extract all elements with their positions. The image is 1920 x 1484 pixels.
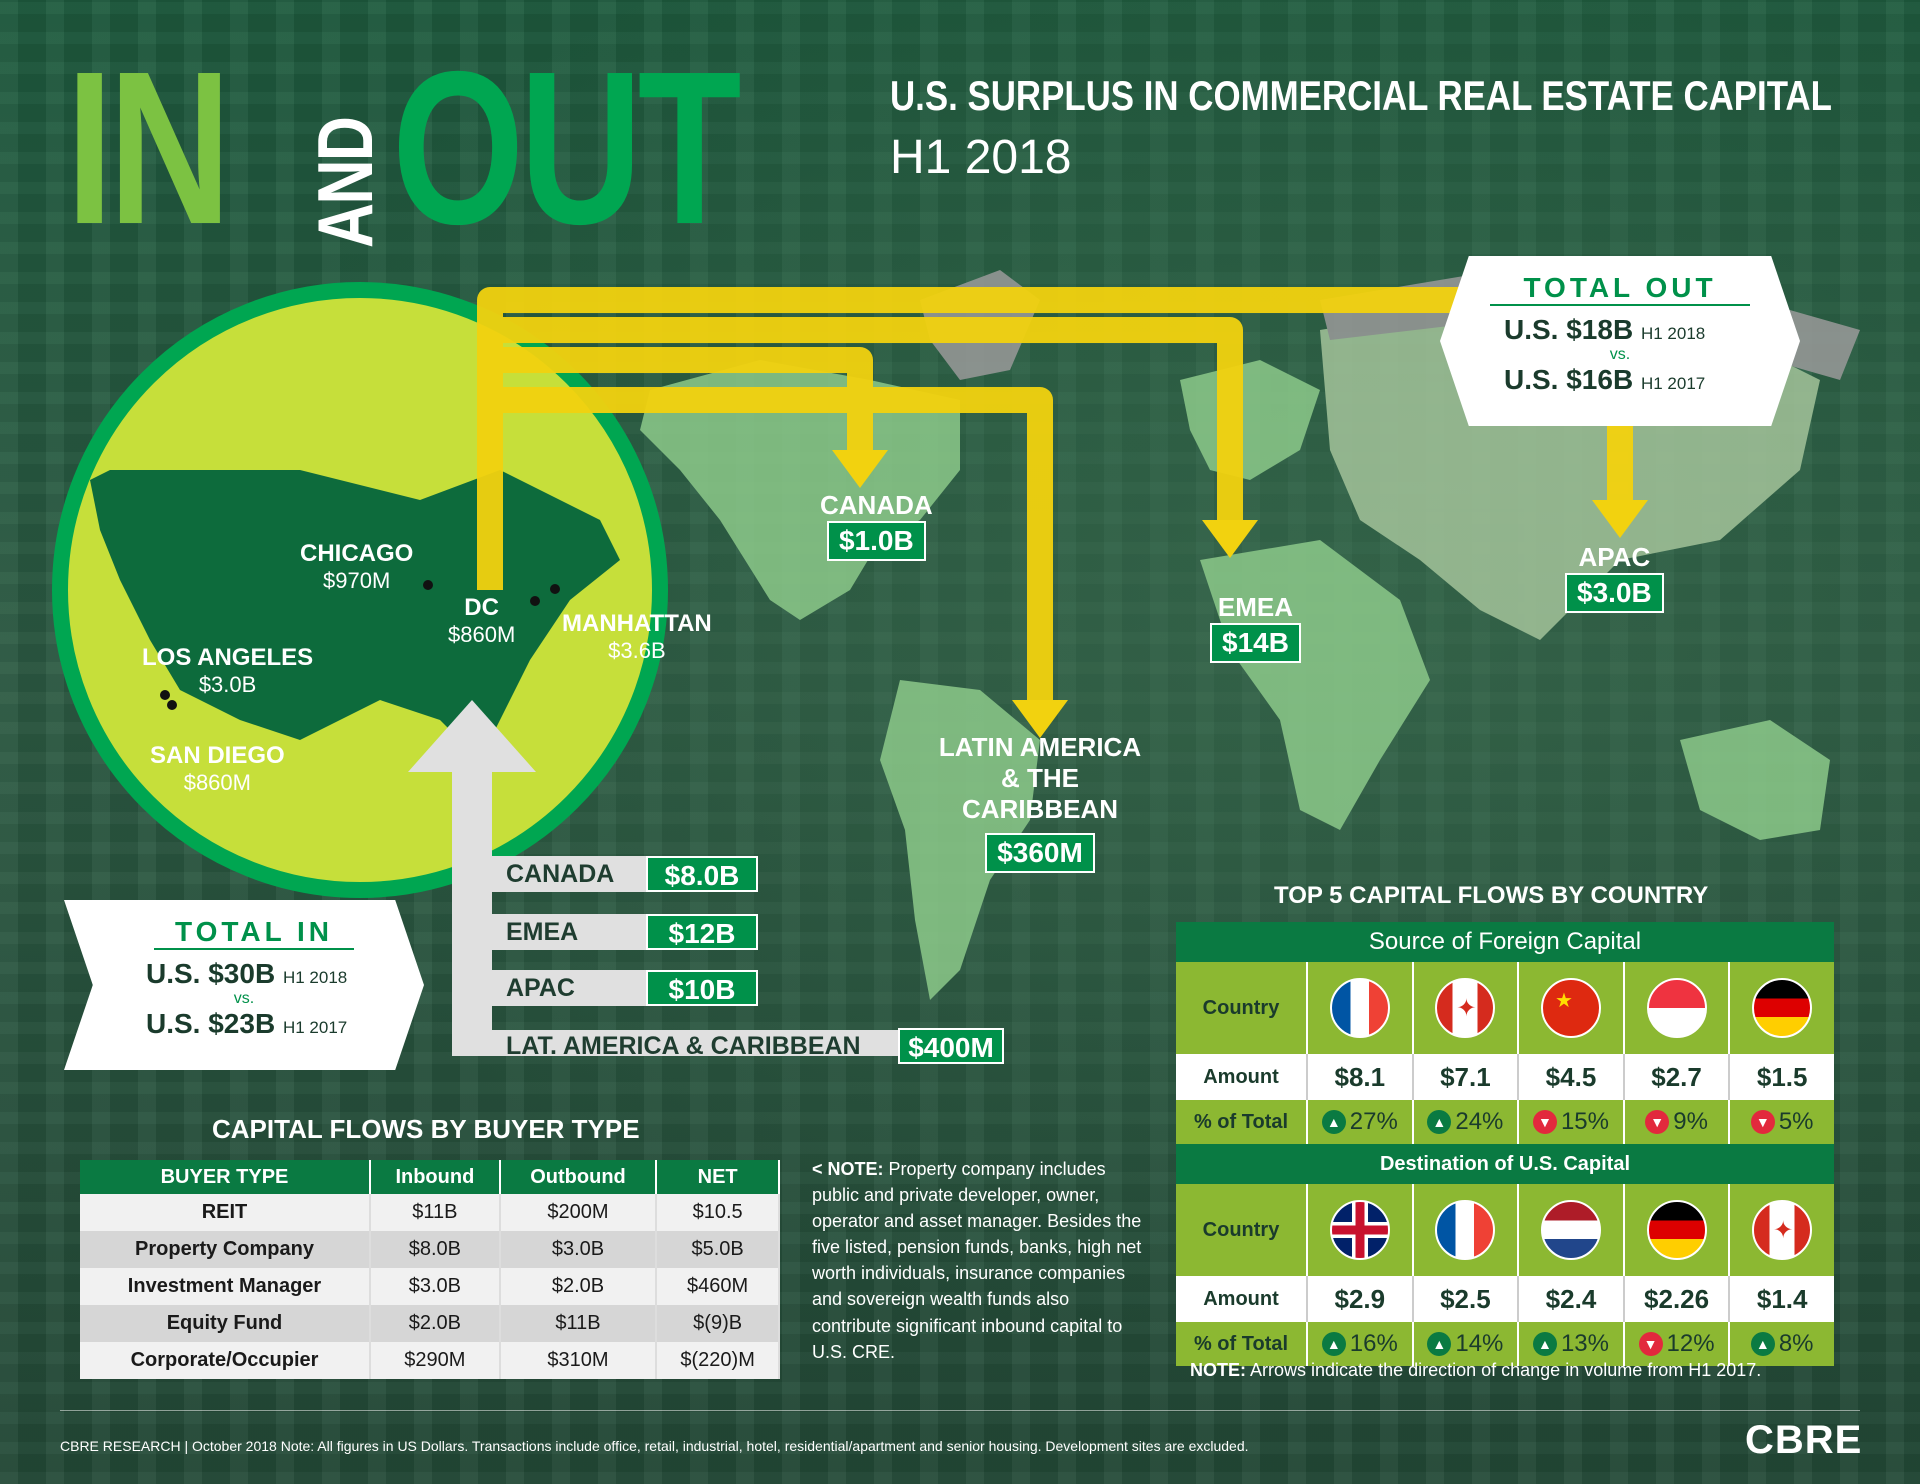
- total-out-heading: TOTAL OUT: [1490, 272, 1750, 306]
- netherlands-flag-icon: [1540, 1200, 1601, 1260]
- city-chicago: CHICAGO $970M: [300, 540, 414, 593]
- city-manhattan: MANHATTAN $3.6B: [562, 610, 712, 663]
- up-arrow-icon: ▲: [1427, 1332, 1452, 1356]
- table-row: Investment Manager $3.0B $2.0B $460M: [80, 1268, 780, 1305]
- down-arrow-icon: ▼: [1638, 1332, 1663, 1356]
- title-in: IN: [66, 27, 231, 270]
- top5-table: Source of Foreign Capital Country ✦ ★ Am…: [1176, 922, 1834, 1366]
- top5-destination-heading: Destination of U.S. Capital: [1176, 1144, 1834, 1184]
- table-row: Corporate/Occupier $290M $310M $(220)M: [80, 1342, 780, 1379]
- table-row: Equity Fund $2.0B $11B $(9)B: [80, 1305, 780, 1342]
- outbound-apac-value: $3.0B: [1565, 573, 1664, 613]
- city-dots: [160, 580, 560, 710]
- up-arrow-icon: ▲: [1321, 1110, 1346, 1134]
- uk-flag-icon: [1329, 1200, 1390, 1260]
- table-row: REIT $11B $200M $10.5: [80, 1194, 780, 1231]
- total-out-box: TOTAL OUT U.S. $18B H1 2018 vs. U.S. $16…: [1440, 256, 1800, 426]
- top5-source-amounts: Amount $8.1 $7.1 $4.5 $2.7 $1.5: [1176, 1054, 1834, 1100]
- page-title: U.S. SURPLUS IN COMMERCIAL REAL ESTATE C…: [890, 72, 1832, 119]
- footer-text: CBRE RESEARCH | October 2018 Note: All f…: [60, 1438, 1249, 1454]
- outbound-canada: CANADA $1.0B: [820, 490, 933, 561]
- cbre-logo: CBRE: [1745, 1418, 1863, 1462]
- france-flag-icon: [1329, 978, 1390, 1038]
- outbound-emea-value: $14B: [1210, 623, 1301, 663]
- buyer-type-table: BUYER TYPE Inbound Outbound NET REIT $11…: [80, 1160, 780, 1379]
- canada-flag-icon: ✦: [1752, 1200, 1813, 1260]
- inbound-canada-label: CANADA: [492, 856, 646, 892]
- inbound-emea-value: $12B: [646, 914, 758, 950]
- top5-destination-amounts: Amount $2.9 $2.5 $2.4 $2.26 $1.4: [1176, 1276, 1834, 1322]
- germany-flag-icon: [1646, 1200, 1707, 1260]
- germany-flag-icon: [1752, 978, 1813, 1038]
- africa-shape: [1200, 540, 1430, 830]
- table-row: Property Company $8.0B $3.0B $5.0B: [80, 1231, 780, 1268]
- page-period: H1 2018: [890, 131, 1072, 184]
- buyer-note: < NOTE: Property company includes public…: [812, 1159, 1142, 1362]
- canada-flag-icon: ✦: [1435, 978, 1496, 1038]
- up-arrow-icon: ▲: [1321, 1332, 1346, 1356]
- down-arrow-icon: ▼: [1645, 1110, 1670, 1134]
- inbound-emea-label: EMEA: [492, 914, 646, 950]
- up-arrow-icon: ▲: [1427, 1110, 1452, 1134]
- down-arrow-icon: ▼: [1750, 1110, 1775, 1134]
- south-america-shape: [880, 680, 1040, 1000]
- north-america-shape: [640, 360, 960, 620]
- france-flag-icon: [1435, 1200, 1496, 1260]
- total-in-line2: U.S. $23B H1 2017: [146, 1008, 348, 1039]
- top5-title: TOP 5 CAPITAL FLOWS BY COUNTRY: [1274, 882, 1709, 909]
- inbound-canada-value: $8.0B: [646, 856, 758, 892]
- top5-source-pct: % of Total ▲ 27% ▲ 24% ▼ 15% ▼ 9% ▼ 5%: [1176, 1100, 1834, 1144]
- arrows-note: NOTE: Arrows indicate the direction of c…: [1190, 1360, 1762, 1380]
- inbound-arrow: [408, 700, 902, 1056]
- total-out-line1: U.S. $18B H1 2018: [1504, 314, 1706, 345]
- top5-destination-flags: Country ✦: [1176, 1184, 1834, 1276]
- outbound-canada-value: $1.0B: [826, 521, 926, 561]
- city-san-diego: SAN DIEGO $860M: [150, 742, 285, 795]
- total-in-line1: U.S. $30B H1 2018: [146, 958, 348, 989]
- outbound-arrowheads: [832, 450, 1648, 738]
- buyer-table-header: BUYER TYPE Inbound Outbound NET: [80, 1160, 780, 1194]
- top5-source-heading: Source of Foreign Capital: [1176, 922, 1834, 962]
- down-arrow-icon: ▼: [1532, 1110, 1557, 1134]
- total-in-box: TOTAL IN U.S. $30B H1 2018 vs. U.S. $23B…: [64, 900, 424, 1070]
- up-arrow-icon: ▲: [1750, 1332, 1775, 1356]
- title-out: OUT: [392, 27, 742, 270]
- outbound-latin-america: LATIN AMERICA & THE CARIBBEAN $360M: [920, 732, 1160, 873]
- australia-shape: [1680, 720, 1830, 840]
- city-los-angeles: LOS ANGELES $3.0B: [142, 644, 314, 697]
- city-dc: DC $860M: [448, 594, 516, 647]
- outbound-apac: APAC $3.0B: [1565, 542, 1664, 613]
- total-out-line2: U.S. $16B H1 2017: [1504, 364, 1706, 395]
- total-in-heading: TOTAL IN: [154, 916, 354, 950]
- singapore-flag-icon: [1646, 978, 1707, 1038]
- inbound-latam-label: LAT. AMERICA & CARIBBEAN: [506, 1032, 861, 1060]
- inbound-apac-value: $10B: [646, 970, 758, 1006]
- china-flag-icon: ★: [1540, 978, 1601, 1038]
- inbound-latam-value: $400M: [898, 1028, 1004, 1064]
- title-and: AND: [301, 117, 389, 248]
- europe-shape: [1180, 360, 1320, 480]
- up-arrow-icon: ▲: [1532, 1332, 1557, 1356]
- top5-destination-pct: % of Total ▲ 16% ▲ 14% ▲ 13% ▼ 12% ▲ 8%: [1176, 1322, 1834, 1366]
- footer-divider: [60, 1410, 1860, 1411]
- top5-source-flags: Country ✦ ★: [1176, 962, 1834, 1054]
- inbound-apac-label: APAC: [492, 970, 646, 1006]
- buyer-section-title: CAPITAL FLOWS BY BUYER TYPE: [212, 1114, 640, 1144]
- outbound-latin-america-value: $360M: [985, 833, 1095, 873]
- outbound-emea: EMEA $14B: [1210, 592, 1301, 663]
